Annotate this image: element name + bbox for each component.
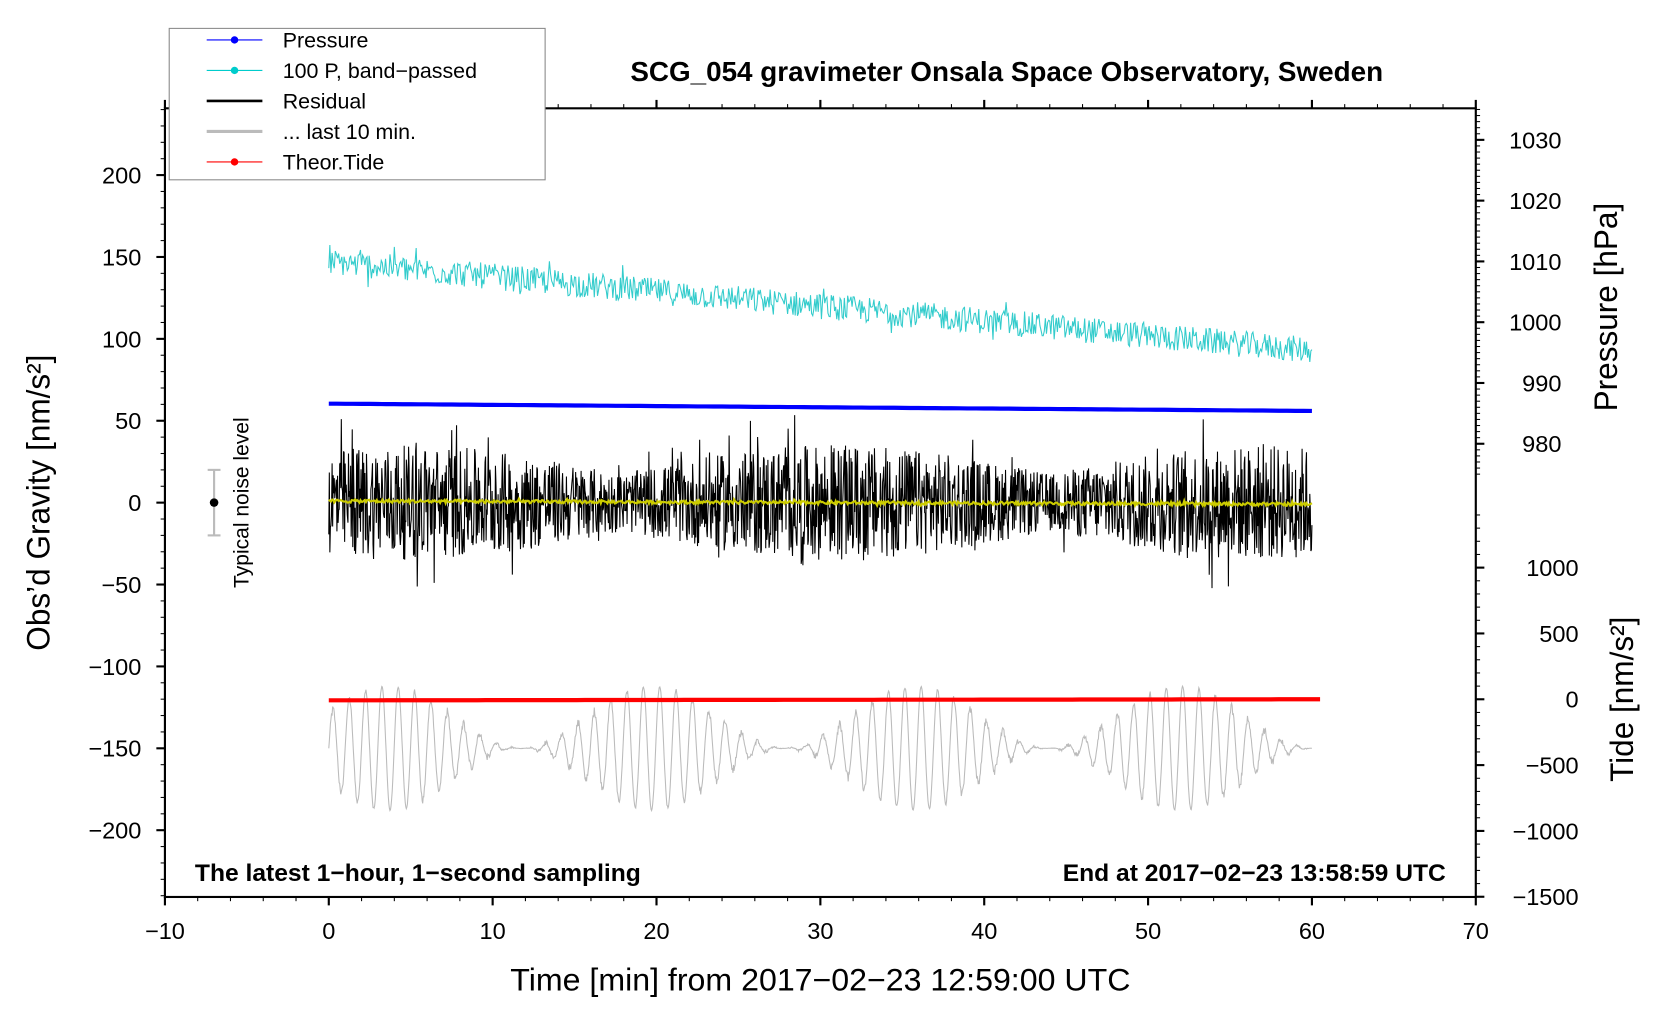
legend-label: 100 P, band−passed [283, 60, 477, 83]
y-pressure-tick-label: 1020 [1509, 188, 1561, 214]
x-tick-label: −10 [145, 918, 185, 944]
y-pressure-tick-label: 1010 [1509, 249, 1561, 275]
y-axis-label-left: Obs’d Gravity [nm/s²] [20, 355, 56, 651]
y-pressure-tick-label: 1000 [1509, 310, 1561, 336]
chart-title: SCG_054 gravimeter Onsala Space Observat… [630, 56, 1383, 87]
legend-label: ... last 10 min. [283, 121, 416, 144]
y-tide-tick-label: −500 [1526, 753, 1579, 779]
noise-label: Typical noise level [230, 417, 253, 588]
y-pressure-tick-label: 980 [1522, 431, 1561, 457]
y-left-tick-label: 100 [102, 326, 141, 352]
y-left-tick-label: 150 [102, 245, 141, 271]
y-tide-tick-label: 500 [1539, 621, 1578, 647]
x-tick-label: 10 [480, 918, 506, 944]
legend-label: Residual [283, 90, 366, 113]
x-tick-label: 0 [322, 918, 335, 944]
legend-label: Pressure [283, 29, 369, 52]
x-tick-label: 40 [971, 918, 997, 944]
legend-box [168, 27, 546, 181]
series-residual-smoothed [328, 496, 1313, 509]
series-theor-tide [328, 697, 1321, 703]
noise-bar-center [209, 498, 219, 507]
y-tide-tick-label: −1000 [1512, 819, 1578, 845]
annotation-left: The latest 1−hour, 1−second sampling [195, 860, 641, 887]
annotation-right: End at 2017−02−23 13:58:59 UTC [1063, 860, 1446, 887]
legend-marker [230, 158, 239, 166]
x-tick-label: 60 [1299, 918, 1325, 944]
y-tide-tick-label: −1500 [1512, 884, 1578, 910]
y-left-tick-label: −100 [88, 654, 141, 680]
y-left-tick-label: −150 [88, 736, 141, 762]
data-layer [207, 244, 1321, 813]
y-left-tick-label: 0 [128, 490, 141, 516]
series-residual [328, 415, 1313, 589]
y-axis-label-pressure: Pressure [hPa] [1588, 203, 1624, 412]
legend-marker [230, 36, 239, 44]
y-pressure-tick-label: 990 [1522, 371, 1561, 397]
x-tick-label: 20 [643, 918, 669, 944]
x-tick-label: 70 [1463, 918, 1489, 944]
y-tide-tick-label: 1000 [1526, 555, 1578, 581]
axes-layer: −10 0 10 20 30 40 50 60 70200150100500−50−100−15… [88, 99, 1579, 944]
y-left-tick-label: −200 [88, 818, 141, 844]
y-tide-tick-label: 0 [1566, 687, 1579, 713]
y-left-tick-label: 200 [102, 163, 141, 189]
series-100-p-band-passed [328, 244, 1313, 362]
y-left-tick-label: 50 [115, 408, 141, 434]
y-pressure-tick-label: 1030 [1509, 127, 1561, 153]
x-tick-label: 50 [1135, 918, 1161, 944]
legend: Pressure 100 P, band−passed Residual ... la… [168, 27, 546, 181]
series--last-10-min- [328, 684, 1312, 813]
y-axis-label-tide: Tide [nm/s²] [1604, 617, 1640, 782]
legend-marker [230, 66, 239, 75]
legend-label: Theor.Tide [283, 151, 385, 174]
x-tick-label: 30 [807, 918, 833, 944]
x-axis-label: Time [min] from 2017−02−23 12:59:00 UTC [510, 962, 1130, 998]
y-left-tick-label: −50 [101, 572, 141, 598]
series-pressure [328, 401, 1312, 414]
